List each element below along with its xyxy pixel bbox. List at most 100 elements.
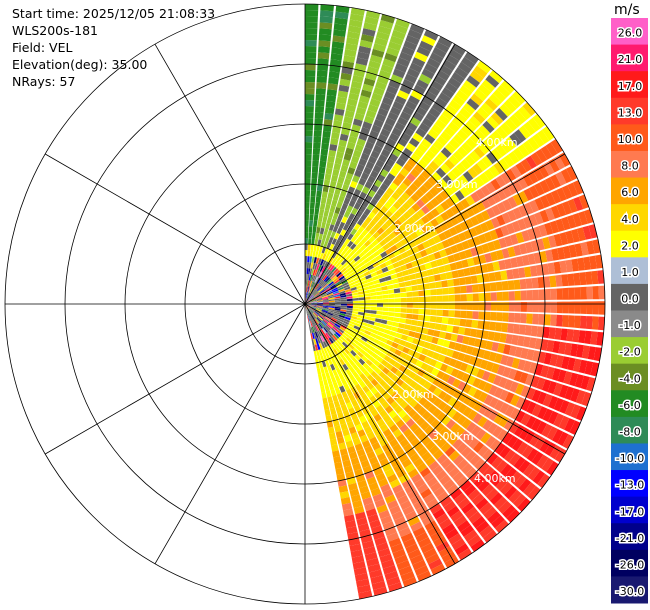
velocity-gate <box>361 221 369 229</box>
velocity-gate <box>323 275 329 282</box>
velocity-gate <box>367 104 379 113</box>
velocity-gate <box>538 224 548 237</box>
velocity-gate <box>441 415 452 426</box>
velocity-gate <box>351 292 359 296</box>
velocity-gate <box>393 24 408 35</box>
velocity-gate <box>365 327 373 332</box>
velocity-gate <box>573 196 584 211</box>
velocity-gate <box>401 269 409 277</box>
velocity-gate <box>531 403 542 417</box>
velocity-gate <box>325 262 331 269</box>
velocity-gate <box>334 157 343 165</box>
velocity-gate <box>444 219 454 229</box>
velocity-gate <box>305 201 310 209</box>
velocity-gate <box>389 106 402 116</box>
velocity-gate <box>310 314 314 321</box>
velocity-gate <box>409 380 418 389</box>
colorbar-swatch <box>611 283 648 311</box>
velocity-gate <box>495 281 503 291</box>
velocity-gate <box>326 338 332 345</box>
velocity-gate <box>399 111 412 122</box>
velocity-gate <box>308 262 312 269</box>
velocity-gate <box>394 266 402 273</box>
velocity-gate <box>343 383 350 391</box>
velocity-gate <box>344 329 351 335</box>
velocity-gate <box>375 81 387 91</box>
velocity-gate <box>343 153 352 161</box>
velocity-gate <box>318 172 325 180</box>
velocity-gate <box>492 239 502 250</box>
velocity-gate <box>424 133 436 144</box>
velocity-gate <box>536 421 547 435</box>
velocity-gate <box>486 116 499 129</box>
velocity-gate <box>530 418 542 432</box>
velocity-gate <box>408 371 417 380</box>
velocity-gate <box>534 197 545 211</box>
velocity-gate <box>315 284 320 290</box>
velocity-gate <box>407 216 416 226</box>
velocity-gate <box>434 323 442 331</box>
velocity-gate <box>526 401 537 415</box>
velocity-gate <box>305 142 313 149</box>
velocity-gate <box>517 335 525 347</box>
velocity-gate <box>365 161 375 170</box>
velocity-gate <box>315 318 320 324</box>
velocity-gate <box>428 460 440 472</box>
velocity-gate <box>306 309 308 316</box>
velocity-gate <box>345 291 352 295</box>
velocity-gate <box>330 376 337 384</box>
velocity-gate <box>488 351 497 362</box>
velocity-gate <box>398 323 405 329</box>
velocity-gate <box>402 220 411 229</box>
velocity-gate <box>318 323 323 329</box>
velocity-gate <box>527 137 540 151</box>
velocity-gate <box>386 351 394 358</box>
velocity-gate <box>504 258 512 269</box>
velocity-gate <box>384 468 395 478</box>
velocity-gate <box>597 316 605 331</box>
velocity-gate <box>364 232 373 240</box>
velocity-gate <box>325 324 331 331</box>
velocity-gate <box>318 34 332 42</box>
velocity-gate <box>432 156 444 167</box>
velocity-gate <box>349 86 361 95</box>
velocity-gate <box>333 114 344 122</box>
velocity-gate <box>553 413 564 428</box>
velocity-gate <box>364 306 371 310</box>
velocity-gate <box>432 235 442 244</box>
velocity-gate <box>474 88 488 102</box>
velocity-gate <box>362 333 370 339</box>
velocity-gate <box>435 204 445 214</box>
velocity-gate <box>477 445 489 457</box>
velocity-gate <box>411 314 419 320</box>
velocity-gate <box>346 247 353 255</box>
velocity-gate <box>543 276 551 288</box>
velocity-gate <box>558 384 569 399</box>
velocity-gate <box>376 452 387 462</box>
velocity-gate <box>382 311 389 316</box>
velocity-gate <box>388 358 397 366</box>
velocity-gate <box>438 178 449 189</box>
velocity-gate <box>337 214 344 222</box>
velocity-gate <box>559 400 570 414</box>
velocity-gate <box>514 302 522 312</box>
velocity-gate <box>520 302 528 312</box>
velocity-gate <box>464 506 478 519</box>
velocity-gate <box>306 309 309 316</box>
velocity-gate <box>375 287 382 292</box>
velocity-gate <box>443 500 457 513</box>
velocity-gate <box>509 233 519 245</box>
velocity-gate <box>477 479 490 492</box>
velocity-gate <box>528 337 537 349</box>
velocity-gate <box>318 40 331 48</box>
velocity-gate <box>411 212 421 222</box>
velocity-gate <box>362 247 370 255</box>
velocity-gate <box>312 282 316 288</box>
velocity-gate <box>432 449 444 460</box>
velocity-gate <box>415 326 423 333</box>
velocity-gate <box>415 106 428 117</box>
velocity-gate <box>345 274 352 280</box>
velocity-gate <box>341 259 347 266</box>
velocity-gate <box>567 198 578 213</box>
velocity-gate <box>409 62 423 73</box>
